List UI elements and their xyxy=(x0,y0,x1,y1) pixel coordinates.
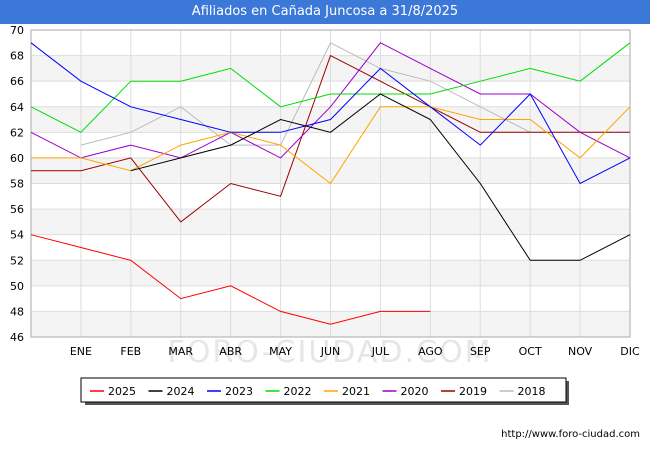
x-tick-label: MAY xyxy=(269,345,292,358)
y-tick-label: 48 xyxy=(10,305,24,318)
y-tick-label: 62 xyxy=(10,126,24,139)
watermark: FORO-CIUDAD.COM xyxy=(168,335,493,370)
legend-label-2019: 2019 xyxy=(459,385,487,398)
legend: 2025 2024 2023 2022 2021 2020 2019 2018 xyxy=(80,377,569,405)
x-tick-label: ABR xyxy=(219,345,242,358)
legend-label-2021: 2021 xyxy=(342,385,370,398)
y-tick-label: 66 xyxy=(10,75,24,88)
legend-label-2025: 2025 xyxy=(108,385,136,398)
y-tick-label: 58 xyxy=(10,178,24,191)
x-tick-label: MAR xyxy=(168,345,193,358)
x-tick-label: FEB xyxy=(120,345,141,358)
legend-label-2020: 2020 xyxy=(401,385,429,398)
series-line-2025 xyxy=(30,234,431,325)
legend-label-2022: 2022 xyxy=(284,385,312,398)
series-line-2022 xyxy=(30,42,631,133)
y-tick-label: 52 xyxy=(10,254,24,267)
chart-title: Afiliados en Cañada Juncosa a 31/8/2025 xyxy=(0,0,650,24)
series-line-2024 xyxy=(130,93,631,261)
plot-frame xyxy=(30,29,631,338)
legend-box xyxy=(80,377,567,403)
y-tick-label: 70 xyxy=(10,24,24,37)
y-tick-label: 60 xyxy=(10,152,24,165)
x-tick-label: AGO xyxy=(418,345,443,358)
series-line-2019 xyxy=(31,54,630,223)
source-link[interactable]: http://www.foro-ciudad.com xyxy=(501,429,640,440)
y-tick-label: 54 xyxy=(10,229,24,242)
y-tick-label: 56 xyxy=(10,203,24,216)
x-tick-label: OCT xyxy=(519,345,542,358)
legend-label-2018: 2018 xyxy=(518,385,546,398)
y-tick-label: 46 xyxy=(10,331,24,344)
x-tick-label: ENE xyxy=(70,345,92,358)
y-tick-label: 68 xyxy=(10,50,24,63)
x-tick-label: JUL xyxy=(371,345,390,358)
legend-label-2023: 2023 xyxy=(225,385,253,398)
series-line-2023 xyxy=(30,42,631,185)
x-tick-label: DIC xyxy=(620,345,640,358)
y-tick-label: 50 xyxy=(10,280,24,293)
x-tick-label: SEP xyxy=(470,345,491,358)
x-tick-label: JUN xyxy=(320,345,341,358)
legend-label-2024: 2024 xyxy=(167,385,195,398)
y-tick-label: 64 xyxy=(10,101,24,114)
x-tick-label: NOV xyxy=(568,345,593,358)
